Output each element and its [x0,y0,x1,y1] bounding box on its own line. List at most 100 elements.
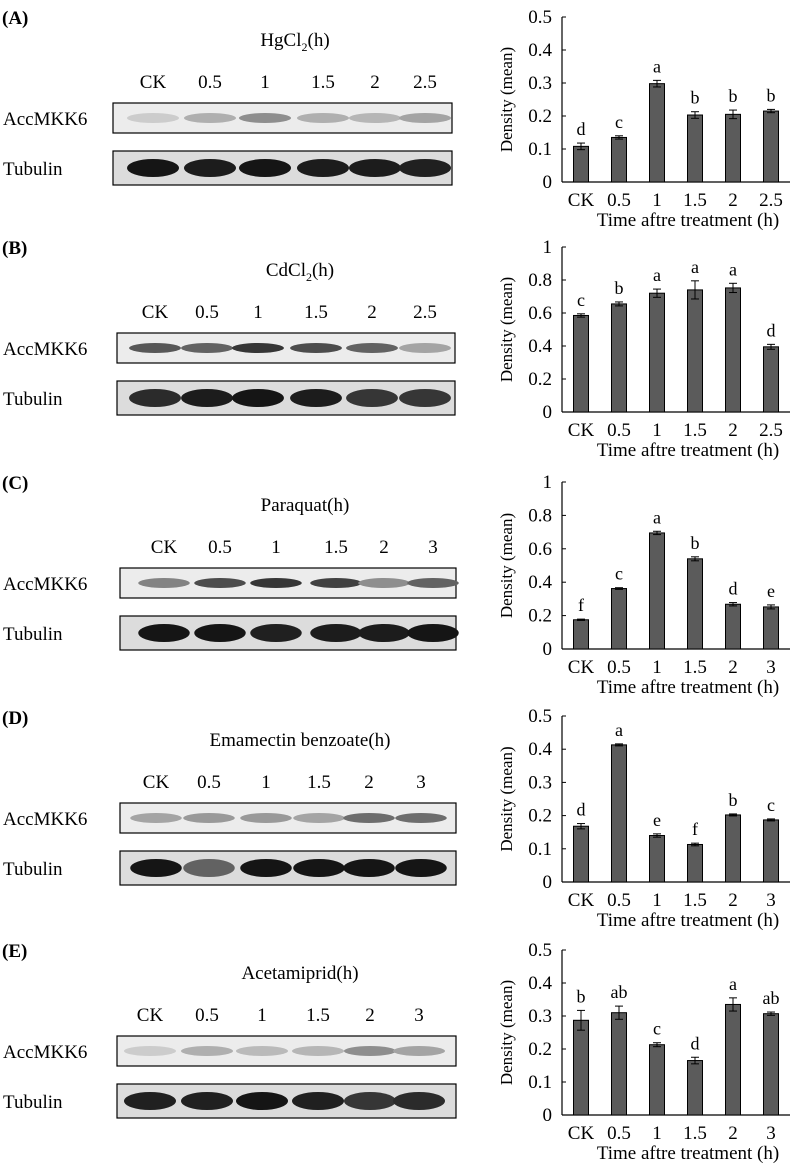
x-tick-label: 1.5 [683,1123,707,1144]
bar [573,825,589,883]
x-tick-label: 2 [728,657,738,678]
y-tick-label: 0.5 [528,940,552,961]
x-tick-label: CK [568,657,595,678]
blot-band [393,1046,445,1056]
x-tick-label: 0.5 [607,657,631,678]
blot-band [239,113,291,123]
blot-band [181,1046,233,1056]
x-tick-label: 1 [652,1123,662,1144]
blot-title-suffix: (h) [312,260,334,281]
blot-row-label: Tubulin [3,859,63,880]
blot-band [399,159,451,177]
lane-label: CK [140,72,167,93]
y-tick-label: 0.6 [528,539,552,560]
panel-0: (A)HgCl2(h)CK 0.5 1 1.5 2 2.5AccMKK6Tubulin00… [2,7,790,231]
bar [649,292,665,413]
bar [649,835,665,883]
x-tick-label: 1 [652,657,662,678]
x-tick-label: 3 [766,890,776,911]
blot-band [407,624,459,642]
significance-letter: b [691,88,700,108]
bar [649,1044,665,1116]
y-tick-label: 0.4 [528,572,552,593]
significance-letter: d [577,800,586,820]
x-tick-label: 0.5 [607,890,631,911]
bar [725,603,741,650]
bar [725,287,741,413]
blot-title-main: Emamectin benzoate(h) [210,730,391,751]
lane-label: 0.5 [195,302,219,323]
blot-band [239,159,291,177]
blot-row-label: Tubulin [3,389,63,410]
bar [573,619,589,650]
lane-label: 1.5 [311,72,335,93]
significance-letter: f [578,595,584,615]
blot-band [343,859,395,877]
blot-band [129,343,181,353]
blot-band [232,389,284,407]
bar [573,1019,589,1116]
bar [687,1060,703,1116]
y-tick-label: 1 [543,472,553,493]
bar [573,314,589,413]
bar [725,1003,741,1116]
blot-row-label: Tubulin [3,1092,63,1113]
y-tick-label: 0.3 [528,772,552,793]
lane-label: 1.5 [324,537,348,558]
blot-band [138,578,190,588]
blot-row-label: Tubulin [3,624,63,645]
y-tick-label: 0 [543,172,553,193]
significance-letter: b [729,86,738,106]
bar [611,744,627,883]
blot-band [250,624,302,642]
bar [649,532,665,650]
bar [763,819,779,883]
blot-strip [116,332,456,364]
y-tick-label: 1 [543,237,553,258]
lane-label: 1.5 [307,772,331,793]
lane-label: 1 [261,772,271,793]
bar [573,145,589,183]
blot-band [344,1046,396,1056]
lane-label: 2.5 [413,72,437,93]
blot-band [232,343,284,353]
y-tick-label: 0.8 [528,505,552,526]
lane-label: CK [142,302,169,323]
panel-letter: (D) [2,708,28,729]
blot-band [124,1092,176,1110]
lane-label: CK [137,1005,164,1026]
blot-title-main: Acetamiprid(h) [241,963,358,984]
y-tick-label: 0.1 [528,1072,552,1093]
blot-band [399,343,451,353]
blot-row-label: AccMKK6 [3,809,87,830]
blot-band [130,813,182,823]
lane-label: 2 [367,302,377,323]
x-tick-label: 2 [728,890,738,911]
y-tick-label: 0.5 [528,706,552,727]
blot-band [236,1092,288,1110]
x-tick-label: 0.5 [607,420,631,441]
y-axis-title: Density (mean) [497,47,516,152]
x-tick-label: 1.5 [683,420,707,441]
y-tick-label: 0.2 [528,369,552,390]
lane-label: 2 [365,1005,375,1026]
lane-label: 0.5 [197,772,221,793]
y-tick-label: 0 [543,402,553,423]
lane-label: 3 [416,772,426,793]
blot-band [358,624,410,642]
blot-title: Acetamiprid(h) [241,963,358,984]
blot-band [395,813,447,823]
significance-letter: a [653,56,661,76]
significance-letter: a [615,720,623,740]
lane-label: 1.5 [306,1005,330,1026]
lane-label: 1 [253,302,263,323]
blot-row-label: AccMKK6 [3,109,87,130]
bar [763,110,779,183]
blot-band [310,624,362,642]
x-tick-label: CK [568,890,595,911]
x-axis-title: Time aftre treatment (h) [597,677,779,698]
bar [725,113,741,183]
y-axis-title: Density (mean) [497,513,516,618]
blot-band [236,1046,288,1056]
